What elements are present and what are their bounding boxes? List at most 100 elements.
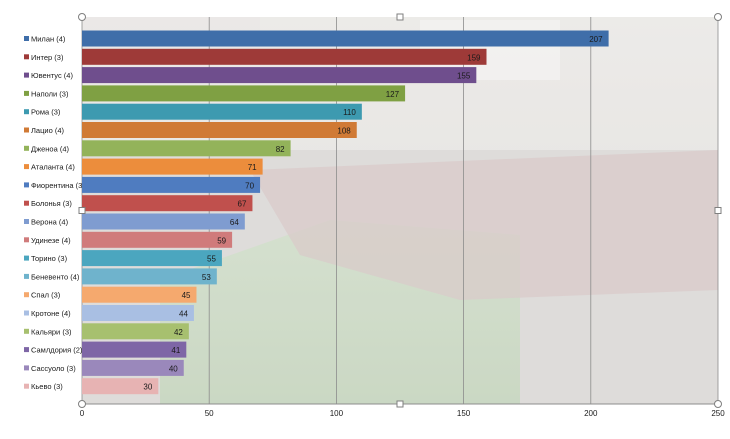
legend-key [24,383,29,389]
value-label: 53 [202,273,211,282]
bar[interactable] [82,67,477,84]
bar[interactable] [82,30,609,47]
bar[interactable] [82,103,362,120]
legend-entry: Болонья (3) [31,199,72,208]
resize-handle[interactable] [396,13,404,21]
x-tick-label: 50 [205,409,214,418]
x-tick-label: 200 [584,409,598,418]
legend-key [24,219,29,224]
legend-key [24,127,29,133]
value-label: 55 [207,255,216,264]
resize-handle[interactable] [78,13,86,21]
legend-key [24,90,29,96]
bar[interactable] [82,140,291,157]
value-label: 155 [457,72,471,81]
legend-key [24,365,29,371]
value-label: 159 [467,53,481,62]
legend: Милан (4) Интер (3) Ювентус (4) Наполи (3) Р… [24,35,85,391]
resize-handle[interactable] [78,207,86,214]
bars [82,30,609,395]
x-axis-tick-labels: 0 50 100 150 200 250 [80,409,725,418]
x-tick-label: 100 [330,409,344,418]
value-label: 42 [174,328,183,337]
value-label: 44 [179,310,188,319]
x-tick-label: 250 [711,409,725,418]
legend-key [24,164,29,170]
legend-entry: Дженоа (4) [31,144,70,153]
legend-entry: Торино (3) [31,254,68,263]
bar[interactable] [82,341,187,358]
legend-entry: Интер (3) [31,53,64,62]
legend-entry: Милан (4) [31,35,66,44]
legend-entry: Удинезе (4) [31,236,71,245]
legend-key [24,237,29,243]
value-label: 108 [337,127,351,136]
value-label: 30 [143,383,152,392]
value-label: 64 [230,218,239,227]
legend-entry: Спал (3) [31,291,61,300]
bar[interactable] [82,268,217,285]
bar[interactable] [82,323,189,340]
bar[interactable] [82,359,184,376]
legend-key [24,273,29,279]
value-label: 40 [169,364,178,373]
legend-key [24,347,29,353]
legend-key [24,255,29,261]
bar[interactable] [82,213,245,230]
bar[interactable] [82,85,406,102]
legend-entry: Кальяри (3) [31,327,72,336]
resize-handle[interactable] [714,207,722,214]
value-label: 67 [238,200,247,209]
value-label: 45 [182,291,191,300]
bar[interactable] [82,286,197,303]
legend-key [24,145,29,151]
legend-entry: Ювентус (4) [31,71,73,80]
resize-handle[interactable] [714,13,722,21]
legend-key [24,109,29,115]
bar[interactable] [82,122,357,138]
value-label: 70 [245,181,254,190]
value-label: 71 [248,163,257,172]
legend-key [24,182,29,188]
legend-entry: Беневенто (4) [31,272,80,281]
bar[interactable] [82,48,487,65]
legend-entry: Сассуоло (3) [31,364,76,373]
value-label: 207 [589,35,603,44]
legend-entry: Фиорентина (3) [31,181,85,190]
bar[interactable] [82,231,233,248]
bar[interactable] [82,195,253,212]
legend-entry: Кьево (3) [31,382,63,391]
bar[interactable] [82,250,222,267]
value-label: 59 [217,236,226,245]
legend-key [24,200,29,206]
legend-key [24,328,29,334]
value-label: 127 [386,90,400,99]
value-label: 110 [343,108,356,117]
bar[interactable] [82,378,159,395]
x-tick-label: 150 [457,409,471,418]
resize-handle[interactable] [714,400,722,408]
legend-entry: Верона (4) [31,218,69,227]
legend-entry: Наполи (3) [31,89,69,98]
legend-key [24,292,29,298]
legend-entry: Кротоне (4) [31,309,71,318]
value-label: 82 [276,145,285,154]
legend-key [24,36,29,41]
bar[interactable] [82,305,194,321]
resize-handle[interactable] [396,400,404,408]
legend-entry: Рома (3) [31,108,61,117]
bar[interactable] [82,158,263,175]
legend-entry: Лацио (4) [31,126,65,135]
legend-key [24,310,29,316]
legend-key [24,72,29,78]
bar[interactable] [82,176,261,193]
legend-entry: Самлдория (2) [31,346,83,355]
resize-handle[interactable] [78,400,86,408]
x-tick-label: 0 [80,409,85,418]
selection-handles [78,13,722,408]
legend-entry: Аталанта (4) [31,163,75,172]
value-label: 41 [171,346,180,355]
value-labels: 207 159 155 127 110 108 82 71 70 67 64 59 55 53 45 44 42… [143,35,603,392]
